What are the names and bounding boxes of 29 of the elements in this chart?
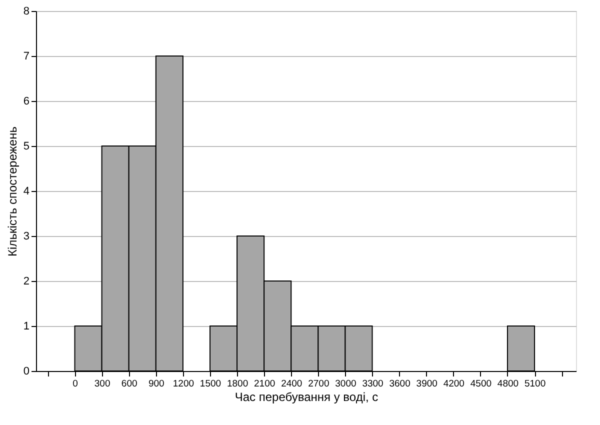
x-tick-label: 2100 (254, 378, 276, 390)
x-tick-label: 3000 (335, 378, 356, 390)
x-tick-label: 2400 (281, 378, 302, 390)
x-tick-label: 5100 (524, 378, 546, 390)
y-tick-label: 2 (23, 276, 30, 288)
y-axis-title: Кількість спостережень (5, 126, 20, 256)
x-tick-label: 4500 (470, 378, 492, 390)
x-tick-label: 4800 (497, 378, 519, 390)
x-tick-label: 0 (72, 378, 78, 390)
y-tick-label: 4 (23, 186, 30, 198)
y-tick-label: 6 (23, 96, 30, 108)
x-tick-label: 1500 (200, 378, 222, 390)
y-tick-label: 7 (23, 50, 30, 62)
x-axis-title: Час перебування у воді, с (234, 390, 378, 404)
x-tick-label: 3600 (389, 378, 410, 390)
x-tick-label: 300 (94, 378, 110, 390)
x-tick-label: 3900 (416, 378, 438, 390)
x-tick-label: 2700 (308, 378, 330, 390)
y-tick-label: 3 (23, 230, 30, 242)
y-tick-label: 5 (23, 140, 30, 152)
x-tick-label: 1200 (172, 378, 194, 390)
y-tick-label: 8 (23, 6, 30, 18)
y-tick-label: 0 (23, 366, 30, 378)
x-tick-label: 4200 (443, 378, 464, 390)
x-tick-label: 900 (148, 378, 164, 390)
x-tick-label: 3300 (362, 378, 384, 390)
x-tick-label: 600 (121, 378, 138, 390)
y-tick-label: 1 (23, 320, 30, 332)
x-tick-label: 1800 (226, 378, 248, 390)
